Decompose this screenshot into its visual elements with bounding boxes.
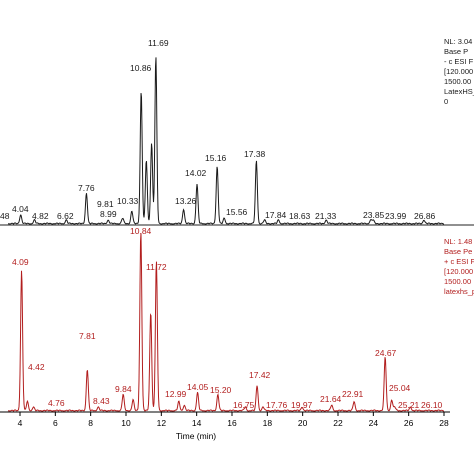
info-text-line: NL: 3.04 xyxy=(444,37,472,46)
peak-label: 16.75 xyxy=(233,400,255,410)
peak-label: 24.67 xyxy=(375,348,397,358)
x-tick-label: 10 xyxy=(121,418,131,428)
info-text-line: 1500.00 xyxy=(444,277,471,286)
info-text-line: 1500.00 xyxy=(444,77,471,86)
bottom-chromatogram-panel: 4.094.424.767.818.439.8410.8411.7212.991… xyxy=(0,226,474,441)
peak-label: 9.81 xyxy=(97,199,114,209)
x-tick-label: 16 xyxy=(227,418,237,428)
peak-label: 25.21 xyxy=(398,400,420,410)
info-text-line: - c ESI F xyxy=(444,57,474,66)
info-text-line: NL: 1.48 xyxy=(444,237,472,246)
top-chromatogram-panel: 484.044.82 6.62 7.76 8.999.81 10.33 10.86 11.6… xyxy=(0,37,474,226)
info-text-line: [120.000 xyxy=(444,67,473,76)
info-text-line: + c ESI F xyxy=(444,257,474,266)
peak-label: 15.56 xyxy=(226,207,248,217)
peak-label: 8.43 xyxy=(93,396,110,406)
info-text-line: [120.000 xyxy=(444,267,473,276)
peak-label: 9.84 xyxy=(115,384,132,394)
peak-label: 12.99 xyxy=(165,389,187,399)
peak-label: 4.82 xyxy=(32,211,49,221)
peak-label: 10.84 xyxy=(130,226,152,236)
series-line xyxy=(7,57,445,225)
x-tick-label: 18 xyxy=(263,418,273,428)
x-tick-label: 12 xyxy=(157,418,167,428)
info-text-line: Base Pe xyxy=(444,247,472,256)
peak-label: 18.63 xyxy=(289,211,311,221)
peak-label: 7.76 xyxy=(78,183,95,193)
peak-label: 17.38 xyxy=(244,149,266,159)
x-tick-label: 28 xyxy=(439,418,449,428)
peak-label: 14.05 xyxy=(187,382,209,392)
peak-label: 13.26 xyxy=(175,196,197,206)
x-axis-label: Time (min) xyxy=(176,431,216,441)
peak-label: 21.64 xyxy=(320,394,342,404)
x-tick-label: 6 xyxy=(53,418,58,428)
peak-label: 4.04 xyxy=(12,204,29,214)
peak-label: 26.86 xyxy=(414,211,436,221)
x-tick-label: 8 xyxy=(88,418,93,428)
peak-label: 11.69 xyxy=(148,38,169,48)
peak-label: 48 xyxy=(0,211,10,221)
peak-label: 10.33 xyxy=(117,196,139,206)
peak-label: 11.72 xyxy=(146,262,167,272)
peak-label: 17.84 xyxy=(265,210,287,220)
peak-label: 8.99 xyxy=(100,209,117,219)
peak-label: 17.42 xyxy=(249,370,271,380)
info-text-line: Base P xyxy=(444,47,468,56)
x-tick-label: 24 xyxy=(369,418,379,428)
peak-label: 23.99 xyxy=(385,211,407,221)
peak-label: 25.04 xyxy=(389,383,411,393)
peak-label: 4.76 xyxy=(48,398,65,408)
peak-label: 7.81 xyxy=(79,331,96,341)
peak-label: 10.86 xyxy=(130,63,152,73)
x-tick-label: 20 xyxy=(298,418,308,428)
peak-label: 4.09 xyxy=(12,257,29,267)
info-text-line: 0 xyxy=(444,97,448,106)
peak-label: 6.62 xyxy=(57,211,74,221)
peak-label: 26.10 xyxy=(421,400,443,410)
x-tick-label: 22 xyxy=(333,418,343,428)
peak-label: 15.16 xyxy=(205,153,227,163)
peak-label: 21.33 xyxy=(315,211,337,221)
info-text-line: latexhs_p xyxy=(444,287,474,296)
x-tick-label: 26 xyxy=(404,418,414,428)
series-line xyxy=(7,233,445,412)
peak-label: 14.02 xyxy=(185,168,207,178)
info-text-line: LatexHS_ xyxy=(444,87,474,96)
x-tick-label: 4 xyxy=(18,418,23,428)
peak-label: 15.20 xyxy=(210,385,232,395)
peak-label: 23.85 xyxy=(363,210,385,220)
peak-label: 17.76 xyxy=(266,400,288,410)
peak-label: 19.97 xyxy=(291,400,313,410)
peak-label: 4.42 xyxy=(28,362,45,372)
x-tick-label: 14 xyxy=(192,418,202,428)
peak-label: 22.91 xyxy=(342,389,364,399)
